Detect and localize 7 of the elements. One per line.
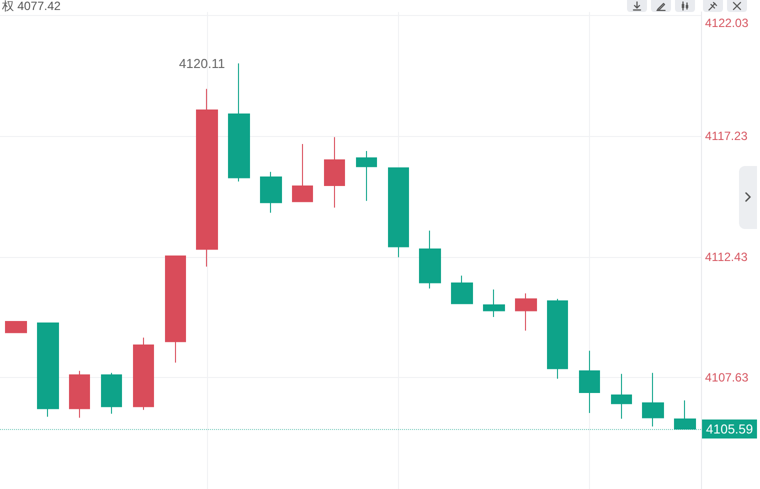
y-tick-label: 4112.43 — [705, 250, 748, 264]
y-tick-label: 4107.63 — [705, 370, 749, 385]
ref-line-label: 4105.59 — [706, 422, 753, 437]
y-tick-label: 4122.03 — [705, 16, 749, 30]
chart-title: 权 4077.42 — [1, 0, 62, 13]
y-tick-label: 4117.23 — [705, 128, 748, 143]
annotation: 4120.11 — [178, 56, 225, 71]
